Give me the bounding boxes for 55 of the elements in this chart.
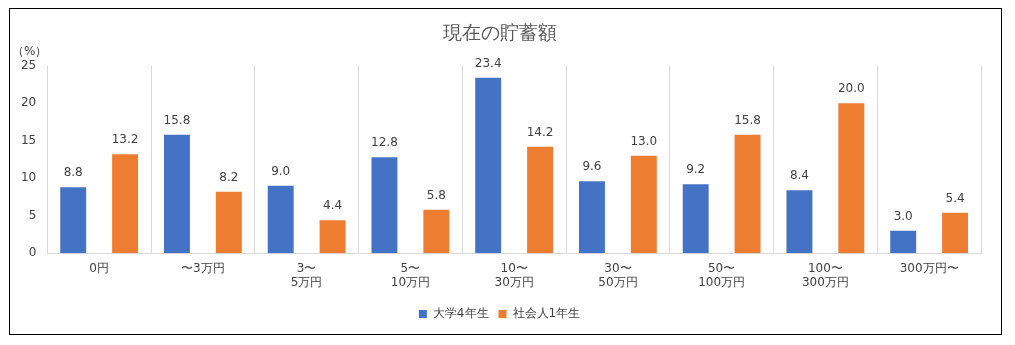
- y-tick-label: 5: [28, 207, 37, 222]
- data-label: 9.6: [582, 159, 602, 174]
- data-label: 9.2: [686, 162, 706, 177]
- bar: [319, 220, 346, 254]
- bar: [734, 134, 761, 254]
- bar: [630, 155, 657, 254]
- data-label: 23.4: [474, 55, 502, 70]
- bar: [942, 212, 969, 254]
- x-tick-label: 0円: [89, 260, 109, 275]
- bar: [215, 191, 242, 254]
- data-label: 15.8: [163, 112, 191, 127]
- y-tick-label: 20: [20, 95, 37, 110]
- x-tick-label: 〜3万円: [181, 260, 225, 275]
- bar: [475, 77, 502, 254]
- data-label: 15.8: [734, 112, 761, 127]
- data-label: 12.8: [371, 135, 398, 150]
- bar: [112, 154, 139, 254]
- y-tick-label: 25: [20, 57, 37, 72]
- data-label: 4.4: [323, 198, 343, 213]
- bar: [423, 209, 450, 254]
- legend-label: 大学4年生: [432, 306, 489, 321]
- data-label: 5.8: [426, 187, 446, 202]
- data-label: 14.2: [526, 124, 554, 139]
- bar: [60, 187, 87, 254]
- bar: [890, 230, 917, 254]
- x-tick-label: 100〜 300万円: [801, 260, 849, 289]
- bar: [838, 103, 865, 254]
- x-tick-label: 30〜 50万円: [598, 260, 638, 289]
- x-tick-label: 5〜 10万円: [390, 260, 431, 289]
- bar: [163, 134, 190, 254]
- data-label: 8.4: [789, 168, 809, 183]
- x-tick-label: 50〜 100万円: [698, 260, 746, 289]
- data-label: 3.0: [893, 208, 913, 223]
- bar: [267, 185, 294, 254]
- bar: [578, 181, 605, 254]
- y-tick-label: 0: [28, 245, 37, 260]
- data-label: 5.4: [945, 190, 965, 205]
- y-tick-label: 15: [20, 132, 37, 147]
- legend-label: 社会人1年生: [512, 306, 581, 321]
- x-tick-label: 10〜 30万円: [494, 260, 534, 289]
- bar: [682, 184, 709, 254]
- x-tick-label: 300万円〜: [899, 260, 959, 275]
- data-label: 13.0: [630, 133, 658, 148]
- x-tick-label: 3〜 5万円: [290, 260, 323, 289]
- data-label: 8.8: [63, 165, 83, 180]
- bar: [371, 157, 398, 254]
- data-label: 20.0: [837, 81, 865, 96]
- chart-title: 現在の貯蓄額: [442, 21, 557, 44]
- y-tick-label: 10: [20, 170, 37, 185]
- y-axis-title: （%）: [12, 43, 48, 58]
- data-label: 8.2: [219, 169, 239, 184]
- bar: [527, 146, 554, 254]
- data-label: 9.0: [271, 163, 291, 178]
- data-label: 13.2: [111, 132, 139, 147]
- bar: [786, 190, 813, 254]
